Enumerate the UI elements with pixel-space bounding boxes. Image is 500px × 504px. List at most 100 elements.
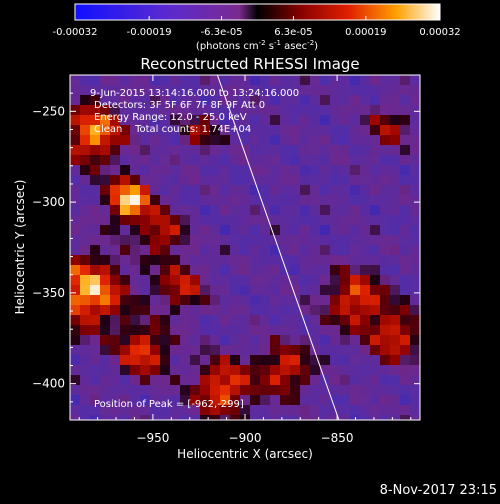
heatmap-cell xyxy=(90,405,100,415)
heatmap-cell xyxy=(180,415,190,420)
heatmap-cell xyxy=(340,325,350,335)
heatmap-cell xyxy=(190,395,200,405)
x-axis-ticks: −950 −900 −850 xyxy=(78,75,412,445)
heatmap-cell xyxy=(70,295,80,305)
heatmap-cell xyxy=(270,245,280,255)
heatmap-cell xyxy=(300,95,310,105)
heatmap-cell xyxy=(170,415,180,420)
heatmap-cell xyxy=(130,265,140,275)
heatmap-cell xyxy=(110,135,120,145)
heatmap-cell xyxy=(330,105,340,115)
heatmap-cell xyxy=(130,375,140,385)
heatmap-cell xyxy=(310,265,320,275)
colorbar-tick-labels: -0.00032 -0.00019 -6.3e-05 6.3e-05 0.00019 0.… xyxy=(53,27,461,38)
heatmap-cell xyxy=(280,195,290,205)
heatmap-cell xyxy=(280,235,290,245)
heatmap-cell xyxy=(370,125,380,135)
heatmap-cell xyxy=(120,255,130,265)
heatmap-cell xyxy=(250,195,260,205)
heatmap-cell xyxy=(70,355,80,365)
heatmap-cell xyxy=(260,105,270,115)
heatmap-cell xyxy=(380,275,390,285)
heatmap-cell xyxy=(100,245,110,255)
heatmap-cell xyxy=(190,225,200,235)
heatmap-cell xyxy=(310,335,320,345)
heatmap-cell xyxy=(280,125,290,135)
heatmap-cell xyxy=(400,375,410,385)
heatmap-cell xyxy=(120,185,130,195)
heatmap-cell xyxy=(260,355,270,365)
heatmap-cell xyxy=(100,95,110,105)
heatmap-cell xyxy=(110,215,120,225)
heatmap-cell xyxy=(140,315,150,325)
heatmap-cell xyxy=(120,295,130,305)
heatmap-cell xyxy=(80,145,90,155)
heatmap-cell xyxy=(160,145,170,155)
heatmap-cell xyxy=(330,395,340,405)
heatmap-cell xyxy=(150,295,160,305)
heatmap-cell xyxy=(280,145,290,155)
heatmap-cell xyxy=(150,135,160,145)
heatmap-cell xyxy=(160,315,170,325)
heatmap-cell xyxy=(140,255,150,265)
heatmap-cell xyxy=(380,325,390,335)
heatmap-cell xyxy=(230,215,240,225)
heatmap-cell xyxy=(270,165,280,175)
heatmap-cell xyxy=(210,295,220,305)
heatmap-cell xyxy=(250,175,260,185)
heatmap-cell xyxy=(260,225,270,235)
heatmap-cell xyxy=(270,355,280,365)
heatmap-cell xyxy=(290,135,300,145)
heatmap-cell xyxy=(210,385,220,395)
heatmap-cell xyxy=(150,235,160,245)
heatmap-cell xyxy=(190,195,200,205)
heatmap-cell xyxy=(240,145,250,155)
heatmap-cell xyxy=(240,285,250,295)
heatmap-cell xyxy=(270,395,280,405)
heatmap-cell xyxy=(390,75,400,85)
heatmap-cell xyxy=(310,205,320,215)
heatmap-cell xyxy=(110,385,120,395)
heatmap-cell xyxy=(120,205,130,215)
heatmap-cell xyxy=(200,265,210,275)
heatmap-cell xyxy=(140,295,150,305)
heatmap-cell xyxy=(120,165,130,175)
heatmap-cell xyxy=(170,275,180,285)
heatmap-cell xyxy=(270,195,280,205)
heatmap-cell xyxy=(120,175,130,185)
heatmap-cell xyxy=(240,195,250,205)
heatmap-cell xyxy=(160,165,170,175)
heatmap-cell xyxy=(180,275,190,285)
heatmap-cell xyxy=(350,115,360,125)
heatmap-cell xyxy=(250,125,260,135)
heatmap-cell xyxy=(170,95,180,105)
heatmap-cell xyxy=(140,95,150,105)
heatmap-cell xyxy=(140,85,150,95)
heatmap-cell xyxy=(310,175,320,185)
heatmap-cell xyxy=(220,305,230,315)
heatmap-cell xyxy=(230,305,240,315)
heatmap-cell xyxy=(80,85,90,95)
heatmap-cell xyxy=(230,135,240,145)
heatmap-cell xyxy=(340,235,350,245)
heatmap-cell xyxy=(210,85,220,95)
heatmap-cell xyxy=(390,125,400,135)
heatmap-cell xyxy=(200,135,210,145)
heatmap-cell xyxy=(160,275,170,285)
heatmap-cell xyxy=(340,345,350,355)
heatmap-cell xyxy=(300,315,310,325)
heatmap-cell xyxy=(160,185,170,195)
heatmap-cell xyxy=(290,205,300,215)
heatmap-cell xyxy=(160,225,170,235)
heatmap-cell xyxy=(300,215,310,225)
heatmap-cell xyxy=(80,115,90,125)
heatmap-cell xyxy=(210,195,220,205)
heatmap-cell xyxy=(310,345,320,355)
heatmap-cell xyxy=(250,415,260,420)
heatmap-cell xyxy=(320,255,330,265)
heatmap-cell xyxy=(320,245,330,255)
heatmap-cell xyxy=(310,375,320,385)
heatmap-cell xyxy=(100,325,110,335)
heatmap-cell xyxy=(220,355,230,365)
heatmap-cell xyxy=(310,165,320,175)
